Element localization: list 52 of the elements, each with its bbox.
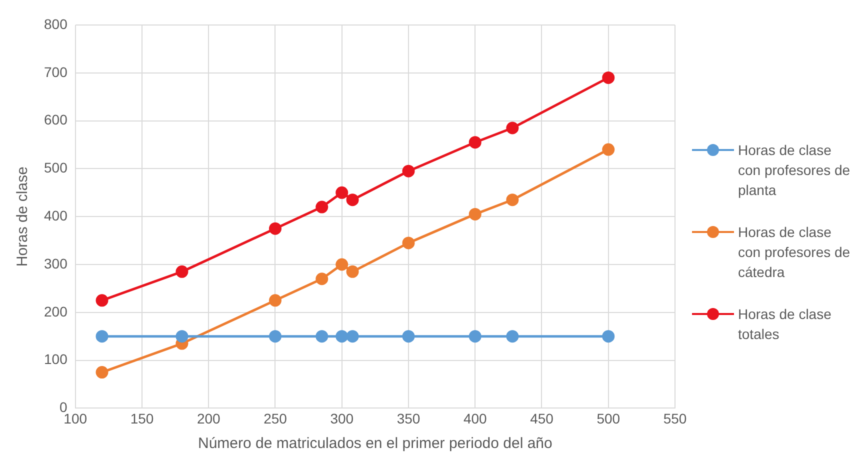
x-tick-label: 500 [596, 410, 620, 426]
point [346, 330, 359, 343]
point [468, 208, 482, 220]
point [176, 330, 188, 343]
point [316, 272, 328, 286]
y-tick-label: 600 [44, 112, 68, 128]
x-axis-title: Número de matriculados en el primer periodo del año [198, 435, 552, 452]
legend-label: Horas de clase totales [738, 305, 832, 344]
legend-label: Horas de clase con profesores de cátedra [738, 223, 852, 282]
point [402, 330, 415, 343]
x-tick-label: 550 [663, 410, 687, 426]
point [336, 330, 348, 343]
point [96, 366, 108, 379]
point [346, 265, 359, 278]
y-tick-label: 0 [60, 399, 68, 416]
legend-label: Horas de clase con profesores de planta [738, 141, 852, 200]
point [506, 330, 519, 343]
point [176, 265, 188, 278]
y-tick-label: 300 [44, 255, 68, 272]
point [506, 194, 519, 206]
y-axis-title: Horas de clase [14, 166, 32, 267]
x-tick-label: 350 [396, 410, 420, 426]
point [268, 294, 282, 307]
point [506, 122, 519, 134]
point [96, 294, 108, 307]
y-tick-label: 700 [44, 64, 68, 80]
x-tick-label: 450 [530, 410, 554, 426]
point [316, 200, 328, 214]
x-tick-label: 150 [130, 410, 154, 426]
y-tick-label: 200 [44, 303, 68, 320]
point [602, 71, 615, 84]
point [468, 330, 482, 343]
x-tick-label: 250 [264, 410, 288, 426]
point [602, 143, 615, 156]
point [602, 330, 615, 343]
point [268, 222, 282, 235]
point [402, 236, 415, 250]
y-tick-label: 800 [44, 16, 68, 32]
point [268, 330, 282, 343]
y-tick-label: 500 [44, 160, 68, 176]
point [336, 186, 348, 199]
point [336, 258, 348, 271]
x-tick-label: 400 [463, 410, 488, 426]
point [316, 330, 328, 343]
x-tick-label: 300 [330, 410, 354, 426]
point [468, 136, 482, 149]
point [402, 164, 415, 178]
y-tick-label: 100 [44, 351, 68, 368]
point [346, 194, 359, 206]
point [96, 330, 108, 343]
x-tick-label: 200 [196, 410, 221, 426]
y-tick-label: 400 [44, 207, 68, 224]
